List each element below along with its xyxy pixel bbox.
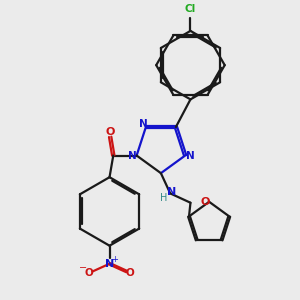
Text: O: O — [85, 268, 94, 278]
Text: N: N — [167, 187, 176, 197]
Text: N: N — [139, 119, 148, 129]
Text: −: − — [79, 263, 87, 273]
Text: O: O — [106, 127, 115, 137]
Text: O: O — [201, 197, 210, 207]
Text: H: H — [160, 193, 167, 203]
Text: N: N — [186, 151, 195, 160]
Text: Cl: Cl — [185, 4, 196, 14]
Text: N: N — [128, 151, 136, 160]
Text: N: N — [105, 259, 114, 269]
Text: +: + — [111, 255, 118, 264]
Text: O: O — [125, 268, 134, 278]
